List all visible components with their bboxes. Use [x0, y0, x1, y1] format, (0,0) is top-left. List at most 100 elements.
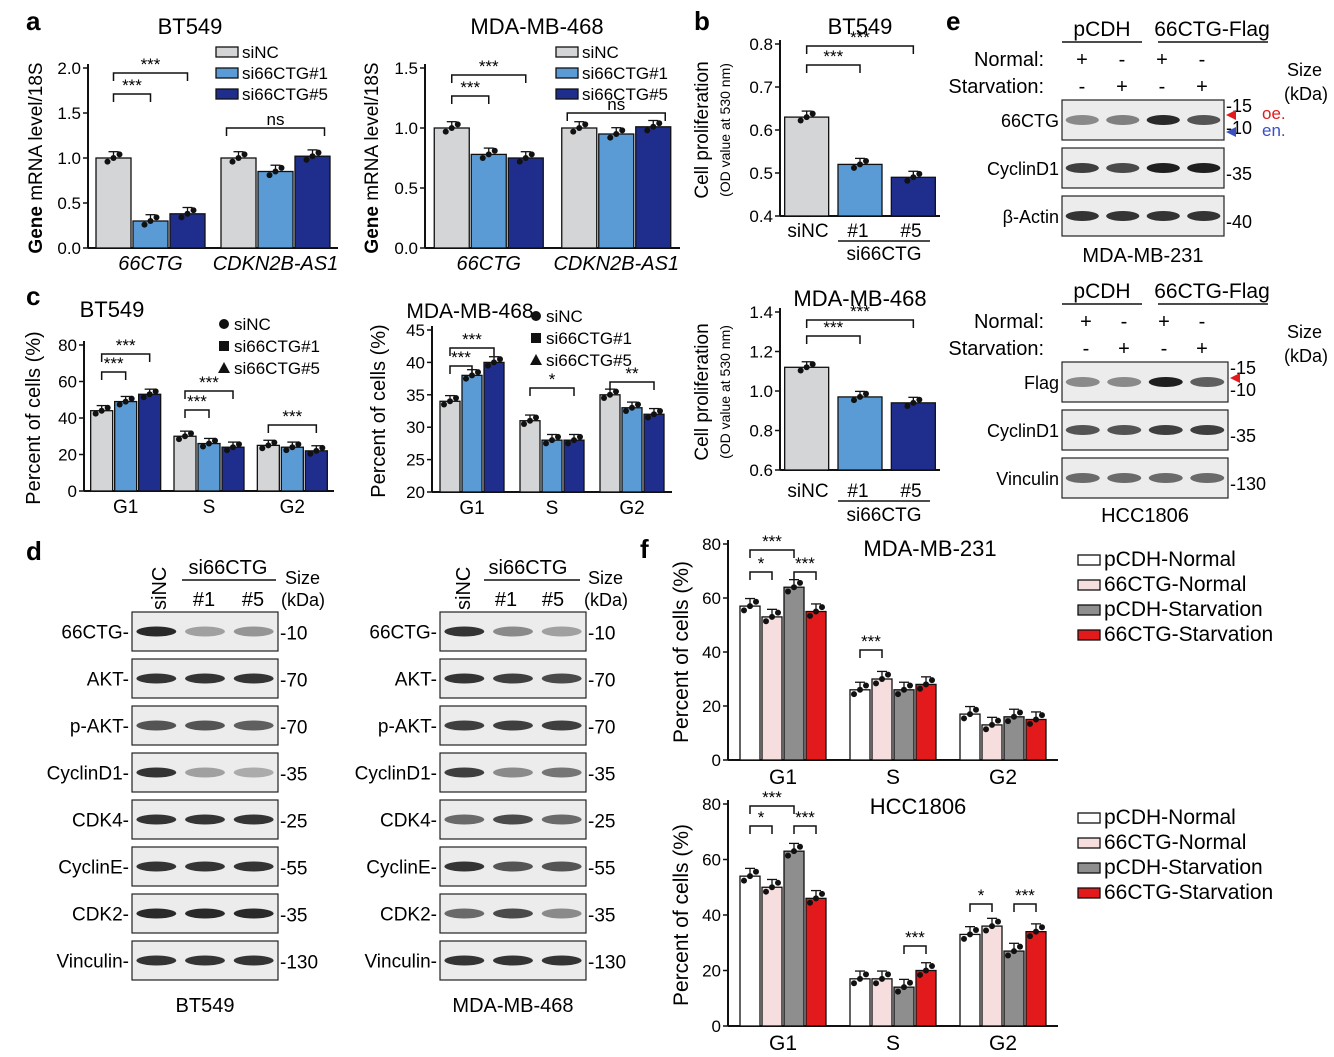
data-point [184, 210, 191, 217]
significance-bracket [529, 387, 575, 396]
bar [138, 393, 162, 492]
data-point [289, 444, 296, 451]
significance-bracket [184, 409, 210, 418]
bar [871, 678, 893, 761]
data-point [613, 131, 620, 137]
data-point [753, 598, 759, 605]
data-point [555, 433, 561, 440]
blot-band [136, 720, 177, 731]
category-label: 66CTG [457, 253, 521, 275]
blot-band [136, 673, 177, 684]
blot-band [185, 908, 225, 919]
blot-size-marker: -35 [588, 765, 615, 786]
y-axis-label: Percent of cells (%) [670, 561, 693, 743]
bar [805, 897, 827, 1027]
data-point [141, 221, 148, 228]
blot-row-label: CDK2- [72, 905, 129, 926]
legend-swatch [1077, 554, 1101, 566]
category-label: S [546, 498, 559, 519]
bar [561, 127, 598, 249]
significance-label: *** [122, 76, 142, 95]
data-point [479, 155, 486, 161]
condition-label: Starvation: [948, 76, 1044, 98]
y-tick-label: 40 [58, 409, 77, 428]
blot-band [444, 626, 485, 637]
category-label: G2 [619, 498, 644, 519]
data-point [989, 721, 995, 728]
significance-label: * [549, 370, 556, 389]
blot-row-label: AKT- [395, 670, 437, 691]
legend-label: si66CTG#1 [234, 337, 320, 356]
y-tick-label: 0.5 [394, 179, 418, 198]
significance-label: *** [762, 788, 782, 807]
y-tick-label: 80 [702, 535, 721, 554]
significance-label: *** [104, 354, 124, 373]
data-point [229, 158, 236, 165]
data-point [176, 436, 182, 443]
data-point [128, 395, 135, 402]
data-point [441, 401, 447, 408]
data-point [923, 967, 929, 974]
legend-swatch [1077, 862, 1101, 874]
data-point [182, 433, 188, 440]
data-point [747, 603, 753, 610]
blot-band [1065, 377, 1100, 387]
significance-bracket [903, 945, 927, 954]
blot-band [541, 673, 582, 684]
data-point [851, 164, 857, 171]
group-label: si66CTG [489, 557, 568, 579]
data-point [769, 613, 775, 620]
y-tick-label: 1.0 [394, 119, 418, 138]
blot-band [233, 814, 274, 825]
data-point [521, 420, 527, 427]
data-point [463, 375, 469, 382]
blot-band [1190, 425, 1225, 435]
blot-size-marker: -130 [588, 953, 626, 974]
legend-label: si66CTG#5 [242, 85, 328, 104]
legend-swatch [215, 88, 239, 100]
legend-label: pCDH-Normal [1104, 806, 1236, 829]
blot-band [493, 720, 533, 731]
data-point [613, 388, 619, 395]
y-axis-label: (OD value at 530 nm) [717, 63, 733, 197]
data-point [807, 899, 813, 906]
significance-label: *** [861, 632, 881, 651]
blot-band [1187, 163, 1221, 173]
data-point [527, 417, 533, 424]
data-point [224, 447, 230, 454]
significance-bracket [793, 825, 817, 834]
bar [433, 127, 470, 249]
blot-band [185, 673, 225, 684]
blot-band [1146, 163, 1180, 173]
significance-bracket [100, 353, 151, 362]
data-point [582, 121, 589, 128]
data-point [1017, 943, 1023, 950]
blot-band [233, 767, 274, 778]
blot-band [185, 767, 225, 778]
data-point [200, 443, 206, 450]
blot-band [233, 673, 274, 684]
data-point [570, 128, 577, 135]
blot-size-marker: -10 [1226, 118, 1252, 138]
y-tick-label: 0.7 [749, 78, 773, 97]
significance-bracket [609, 381, 655, 390]
data-point [983, 927, 989, 934]
blot-band [1146, 115, 1180, 125]
legend-label: 66CTG-Normal [1104, 831, 1246, 854]
data-point [863, 682, 869, 689]
bar [439, 400, 461, 493]
legend-label: 66CTG-Starvation [1104, 623, 1273, 646]
data-point [475, 369, 481, 376]
blot-band [1065, 115, 1099, 125]
significance-bracket [451, 74, 527, 83]
size-header: Size [285, 568, 320, 588]
blot-band [1187, 115, 1221, 125]
blot-row-label: CDK4- [380, 811, 437, 832]
data-point [271, 439, 278, 446]
significance-bracket [184, 390, 234, 399]
blot-band [1107, 377, 1142, 387]
data-point [809, 110, 816, 117]
bar [739, 875, 761, 1027]
category-label: siNC [787, 221, 828, 242]
y-tick-label: 0 [712, 751, 721, 770]
